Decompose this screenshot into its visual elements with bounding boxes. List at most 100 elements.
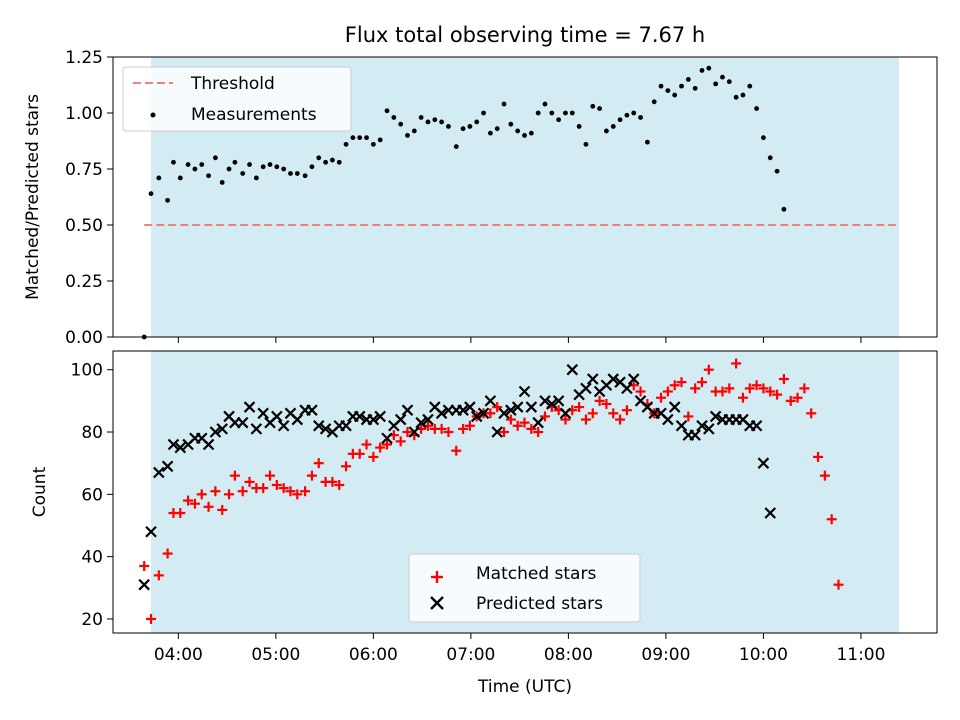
measurement-point bbox=[364, 135, 369, 141]
matched-star-point bbox=[436, 423, 447, 434]
predicted-star-point bbox=[422, 413, 434, 426]
matched-star-point bbox=[492, 402, 503, 413]
measurement-point bbox=[692, 85, 698, 91]
matched-star-point bbox=[443, 427, 454, 438]
matched-star-point bbox=[690, 383, 701, 394]
predicted-star-point bbox=[662, 413, 674, 426]
matched-star-point bbox=[499, 427, 510, 438]
count-xtick-label-5: 09:00 bbox=[641, 645, 690, 665]
measurement-point bbox=[377, 137, 383, 143]
ratio-x-ticks bbox=[177, 337, 862, 343]
matched-star-point bbox=[210, 486, 221, 497]
measurement-point bbox=[171, 159, 176, 165]
count-panel: 20 40 60 80 100 04:00 05:00 06:00 07:00 08:00 09:… bbox=[30, 350, 938, 697]
predicted-star-point bbox=[621, 382, 633, 395]
measurement-point bbox=[706, 65, 712, 71]
predicted-star-point bbox=[394, 413, 407, 426]
measurement-point bbox=[508, 121, 514, 127]
predicted-star-point bbox=[696, 420, 708, 432]
measurement-point bbox=[185, 162, 191, 167]
measurement-point bbox=[481, 110, 486, 116]
count-ytick-label-1: 40 bbox=[81, 548, 103, 568]
predicted-star-point bbox=[271, 410, 283, 423]
count-ytick-label-4: 100 bbox=[71, 361, 103, 381]
measurement-point bbox=[165, 197, 171, 203]
measurement-points bbox=[141, 65, 787, 340]
measurement-point bbox=[411, 128, 417, 134]
measurement-point bbox=[720, 74, 725, 80]
count-ytick-label-0: 20 bbox=[81, 610, 103, 630]
matched-star-point bbox=[799, 383, 810, 394]
measurement-point bbox=[232, 159, 238, 165]
count-xtick-label-0: 04:00 bbox=[154, 645, 203, 665]
measurement-point bbox=[384, 108, 390, 114]
matched-star-point bbox=[271, 479, 282, 490]
predicted-star-point bbox=[607, 373, 620, 385]
matched-stars-points bbox=[139, 358, 844, 624]
measurement-point bbox=[563, 110, 568, 116]
legend-matched-swatch bbox=[431, 571, 443, 583]
predicted-star-point bbox=[518, 385, 531, 398]
matched-star-point bbox=[306, 470, 317, 481]
matched-star-point bbox=[402, 427, 413, 438]
measurement-point bbox=[398, 121, 404, 127]
measurement-point bbox=[460, 126, 466, 132]
matched-star-point bbox=[175, 508, 186, 519]
ratio-ytick-label-4: 1.00 bbox=[65, 104, 103, 124]
matched-star-point bbox=[519, 417, 530, 428]
measurement-point bbox=[309, 164, 315, 170]
predicted-star-point bbox=[539, 395, 551, 407]
measurement-point bbox=[501, 101, 507, 107]
ratio-legend: Threshold Measurements bbox=[122, 66, 352, 132]
matched-star-point bbox=[717, 386, 728, 397]
predicted-star-point bbox=[257, 407, 269, 420]
predicted-star-point bbox=[277, 420, 290, 432]
matched-star-point bbox=[792, 392, 803, 403]
measurement-point bbox=[330, 157, 335, 163]
matched-star-point bbox=[601, 398, 612, 409]
matched-star-point bbox=[368, 451, 379, 462]
matched-star-point bbox=[526, 423, 537, 434]
predicted-star-point bbox=[498, 407, 510, 420]
measurement-point bbox=[425, 119, 431, 125]
matched-star-point bbox=[580, 414, 591, 425]
measurement-point bbox=[494, 126, 500, 132]
predicted-star-point bbox=[306, 404, 318, 416]
count-xtick-label-6: 10:00 bbox=[739, 645, 788, 665]
ratio-ytick-label-2: 0.50 bbox=[65, 216, 103, 236]
predicted-star-point bbox=[525, 401, 538, 413]
predicted-star-point bbox=[709, 410, 722, 423]
predicted-star-point bbox=[491, 426, 503, 438]
matched-star-point bbox=[334, 479, 345, 490]
measurement-point bbox=[604, 128, 609, 134]
measurement-point bbox=[767, 155, 773, 161]
matched-star-point bbox=[608, 408, 619, 419]
legend-predicted-swatch bbox=[430, 596, 444, 610]
measurement-point bbox=[357, 135, 363, 141]
predicted-star-point bbox=[586, 373, 599, 385]
legend-predicted-label: Predicted stars bbox=[476, 594, 603, 614]
measurement-point bbox=[156, 175, 162, 181]
predicted-star-point bbox=[401, 404, 414, 416]
matched-star-point bbox=[669, 380, 680, 391]
matched-star-point bbox=[778, 374, 789, 385]
measurement-point bbox=[542, 101, 548, 107]
matched-star-point bbox=[292, 489, 303, 500]
matched-star-point bbox=[574, 402, 585, 413]
matched-star-point bbox=[533, 427, 544, 438]
measurement-point bbox=[467, 124, 473, 129]
matched-star-point bbox=[354, 448, 365, 459]
count-ytick-label-3: 80 bbox=[81, 423, 103, 443]
matched-star-point bbox=[819, 470, 830, 481]
measurement-point bbox=[432, 117, 438, 123]
matched-star-point bbox=[375, 442, 386, 453]
predicted-star-point bbox=[167, 438, 180, 451]
measurement-point bbox=[583, 141, 589, 147]
count-x-axis: 04:00 05:00 06:00 07:00 08:00 09:00 10:00 11:00 bbox=[154, 633, 885, 665]
matched-star-point bbox=[826, 514, 837, 525]
predicted-star-point bbox=[319, 423, 332, 435]
measurement-point bbox=[446, 124, 451, 129]
measurement-point bbox=[219, 180, 225, 185]
ratio-ytick-label-5: 1.25 bbox=[65, 48, 103, 68]
